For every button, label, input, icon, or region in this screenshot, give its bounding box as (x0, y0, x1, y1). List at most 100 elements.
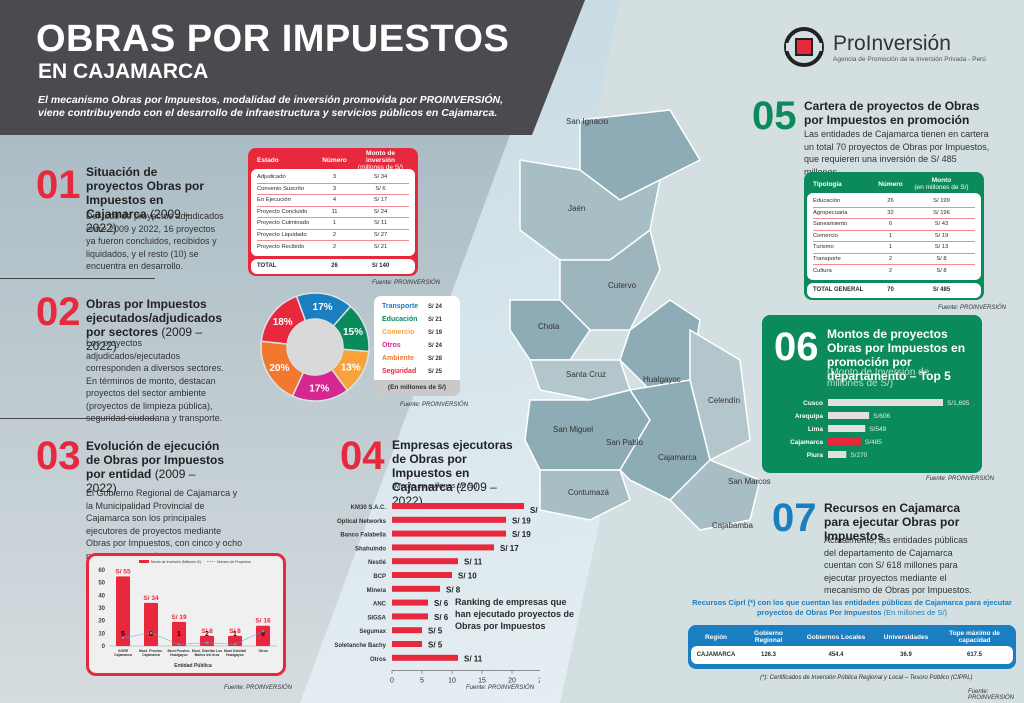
ciprl-table-title: Recursos Ciprl (*) con los que cuentan l… (688, 598, 1016, 618)
legend-label: Transporte (382, 303, 419, 310)
cell: S/ 485 (932, 287, 951, 293)
company-label: Shahuindo (355, 546, 386, 552)
logo-tagline: Agencia de Promoción de la Inversión Pri… (833, 55, 986, 63)
x-axis-title: Entidad Pública (174, 663, 212, 669)
table-row: Transporte 2 S/ 8 (813, 254, 975, 265)
map-region-cajamarca (619, 379, 711, 501)
bar-value-label: S/ 34 (143, 595, 159, 602)
cell: S/ 27 (373, 231, 388, 238)
section-05-title: Cartera de proyectos de Obras por Impues… (804, 99, 980, 127)
cell: 1 (332, 220, 337, 227)
header-banner (0, 0, 585, 135)
cell: Agropecuaria (813, 209, 848, 216)
company-label: Segumax (359, 629, 386, 635)
cell: S/ 17 (373, 197, 388, 204)
col-header: Gobierno Regional (754, 630, 783, 644)
source-note: Fuente: PROINVERSIÓN (400, 402, 469, 408)
section-06-title: Montos de proyectos Obras por Impuestos … (827, 327, 966, 383)
map-region-sanmarcos (668, 459, 761, 531)
legend-unit-note: (En millones de S/) (374, 380, 460, 396)
department-bar (828, 438, 861, 445)
section-06-subtitle: (Monto de Inversión de millones de S/) (827, 367, 930, 389)
cell: Convenio Suscrito (257, 185, 305, 192)
company-label: Soletanche Bachy (334, 643, 386, 649)
map-label: Cutervo (608, 281, 637, 290)
table-row: Cultura 2 S/ 8 (813, 265, 975, 277)
section-number-07: 07 (772, 496, 817, 540)
legend-label: Comercio (382, 329, 415, 336)
project-count-label: 8 (149, 631, 153, 638)
cell: En Ejecución (257, 197, 291, 204)
department-value-label: S/270 (850, 452, 867, 459)
department-label: Cajamarca (790, 439, 823, 446)
project-count-label: 5 (121, 631, 125, 638)
cell: S/ 43 (934, 221, 949, 228)
cell: TOTAL GENERAL (813, 287, 864, 293)
legend-item: Ambiente S/ 28 (374, 352, 460, 365)
company-value-label: S/ 11 (464, 558, 483, 567)
table-row: Proyecto Liquidado 2 S/ 27 (257, 230, 409, 241)
entidad-chart: Monto de Inversión (Millones S/) Número d… (98, 560, 277, 669)
cell: Transporte (813, 255, 841, 262)
x-tick-label: Muni Distrital (224, 649, 246, 653)
y-tick-label: 10 (98, 631, 105, 637)
section-number-03: 03 (36, 434, 81, 478)
department-value-label: S/606 (873, 413, 890, 420)
cajamarca-map (509, 109, 761, 531)
map-label: Cajabamba (712, 521, 753, 530)
company-value-label: S/ 19 (512, 530, 531, 539)
cell: 617.5 (966, 652, 982, 658)
tipologia-table: Tipología Número Monto (en millones de S/… (804, 172, 984, 300)
cell: Proyecto Concluido (257, 208, 308, 215)
section-02-title: Obras por Impuestos ejecutados/adjudicad… (86, 297, 236, 353)
company-value-label: S/ 17 (500, 544, 519, 553)
source-note: Fuente: PROINVERSIÓN (224, 685, 293, 691)
top5-panel: 06 Montos de proyectos Obras por Impuest… (762, 315, 982, 473)
company-bar (392, 599, 428, 606)
y-tick-label: 30 (98, 606, 105, 612)
divider (0, 418, 155, 419)
table-row: Proyecto Culminado 1 S/ 11 (257, 218, 409, 230)
cell: 1 (888, 244, 893, 251)
cell: 2 (888, 267, 893, 274)
table-row: Proyecto Recibido 2 S/ 21 (257, 241, 409, 253)
table-header: Región Gobierno Regional Gobiernos Local… (691, 628, 1013, 646)
donut-percent-label: 17% (313, 302, 333, 313)
map-label: Celendín (708, 396, 741, 405)
company-label: SIGSA (367, 615, 386, 621)
y-tick-label: 20 (98, 619, 105, 625)
department-value-label: S/1,695 (947, 400, 970, 407)
section-05-body: Las entidades de Cajamarca tienen en car… (804, 129, 990, 177)
company-label: Nestlé (368, 560, 387, 566)
cell: Saneamiento (813, 221, 848, 228)
cell: Turismo (813, 244, 834, 251)
estado-table: Estado Número Monto de inversión (millone… (248, 148, 418, 276)
cell: Educación (813, 198, 841, 205)
company-bar (392, 503, 524, 509)
cell: 2 (332, 243, 337, 250)
cell: Proyecto Liquidado (257, 231, 307, 238)
cell: 26 (331, 263, 338, 269)
section-04-note: (Monto en millones de S/) (392, 481, 478, 490)
map-label: San Ignacio (566, 117, 609, 126)
company-label: Minera (367, 588, 387, 594)
cell: 36.9 (900, 652, 912, 658)
project-count-point (149, 631, 153, 635)
department-label: Cusco (803, 400, 823, 407)
donut-percent-label: 18% (273, 317, 293, 328)
x-tick-label: Muni Provinc. (168, 649, 191, 653)
project-count-point (205, 641, 209, 644)
ranking-label: Ranking de empresas que han ejecutado pr… (455, 597, 575, 631)
table-row: Saneamiento 6 S/ 43 (813, 219, 975, 231)
company-label: BCP (373, 574, 386, 580)
x-tick-label: 10 (448, 678, 456, 685)
section-number-04: 04 (340, 434, 385, 478)
department-bar (828, 412, 870, 419)
legend-label: Seguridad (382, 368, 417, 375)
y-tick-label: 50 (98, 581, 105, 587)
legend-value: S/ 21 (427, 316, 442, 323)
company-value-label: S/ 5 (428, 627, 443, 636)
company-bar (392, 613, 428, 620)
cell: S/ 199 (933, 198, 950, 205)
source-note: Fuente: PROINVERSIÓN (926, 476, 995, 482)
